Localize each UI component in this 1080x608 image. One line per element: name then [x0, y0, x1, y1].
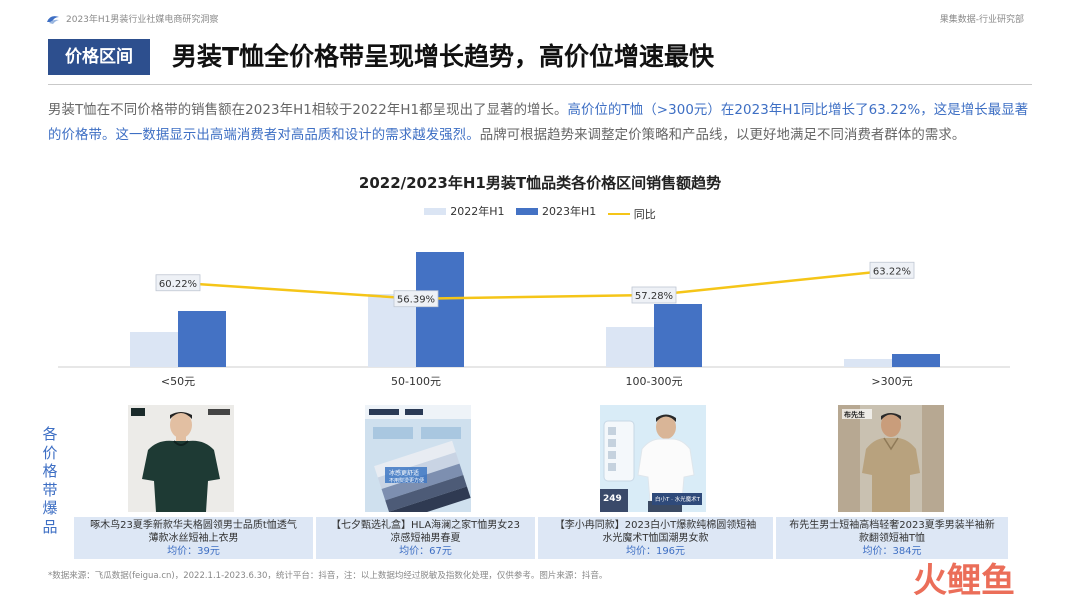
legend-swatch-2023 — [516, 207, 538, 215]
top-bar: 2023年H1男装行业社媒电商研究洞察 果集数据-行业研究部 — [0, 0, 1080, 30]
department-label: 果集数据-行业研究部 — [939, 15, 1024, 25]
legend-label-yoy: 同比 — [633, 207, 656, 221]
chart-legend: 2022年H1 2023年H1 同比 — [0, 203, 1080, 222]
brand-logo-icon — [47, 16, 59, 24]
x-tick-label-1: 50-100元 — [391, 375, 441, 388]
bar-2022-2 — [606, 327, 654, 367]
description-part-1: 男装T恤在不同价格带的销售额在2023年H1相较于2022年H1都呈现出了显著的… — [48, 103, 568, 118]
bar-2023-0 — [178, 311, 226, 367]
product-price: 均价：39元 — [167, 546, 220, 557]
yoy-label-box-2 — [631, 286, 677, 304]
yoy-data-label-2: 57.28% — [635, 291, 673, 302]
watermark-text: 火鲤鱼 — [913, 561, 1015, 600]
yoy-label-box-3 — [869, 261, 915, 279]
product-image-3: 249 白小T · 水光魔术T — [600, 405, 706, 512]
product-image-1 — [128, 405, 234, 512]
product-image-2: 冰感更舒适 不用熨烫更方便 — [365, 405, 471, 512]
product-image-4-text: 布先生 — [844, 410, 865, 419]
product-image-2-text: 冰感更舒适 — [389, 469, 419, 477]
product-name: 【七夕甄选礼盒】HLA海澜之家T恤男女23凉感短袖男春夏 — [331, 520, 520, 544]
x-tick-label-0: <50元 — [161, 375, 195, 388]
yoy-label-box-1 — [393, 290, 439, 308]
product-name: 啄木鸟23夏季新款华夫格圆领男士品质t恤透气薄款冰丝短袖上衣男 — [90, 520, 297, 544]
bar-2023-2 — [654, 304, 702, 367]
product-image-3-price: 249 — [603, 494, 622, 504]
x-tick-label-3: >300元 — [871, 375, 912, 388]
bar-2023-1 — [416, 252, 464, 367]
product-name: 【李小冉同款】2023白小T爆款纯棉圆领短袖水光魔术T恤国潮男女款 — [554, 520, 757, 544]
yoy-line — [177, 269, 893, 300]
x-tick-label-2: 100-300元 — [626, 375, 683, 388]
svg-text:不用熨烫更方便: 不用熨烫更方便 — [389, 477, 424, 484]
product-price: 均价：384元 — [862, 546, 922, 557]
products-side-label: 各价格带爆品 — [42, 425, 58, 536]
product-card-4[interactable]: 布先生男士短袖高档轻奢2023夏季男装半袖新款翻领短袖T恤 均价：384元 — [776, 517, 1008, 559]
bar-line-chart: <50元 50-100元 100-300元 >300元 60.22% 56.39% 57.2… — [58, 252, 1010, 388]
product-card-1[interactable]: 啄木鸟23夏季新款华夫格圆领男士品质t恤透气薄款冰丝短袖上衣男 均价：39元 — [74, 517, 313, 559]
product-price: 均价：196元 — [625, 546, 686, 557]
yoy-data-label-3: 63.22% — [873, 266, 911, 277]
chart-title: 2022/2023年H1男装T恤品类各价格区间销售额趋势 — [358, 174, 722, 192]
product-image-4: 布先生 — [838, 405, 944, 512]
page-title: 男装T恤全价格带呈现增长趋势，高价位增速最快 — [172, 42, 715, 71]
watermark-logo: 火鲤鱼 — [913, 561, 1015, 600]
product-card-2[interactable]: 【七夕甄选礼盒】HLA海澜之家T恤男女23凉感短袖男春夏 均价：67元 — [316, 517, 535, 559]
yoy-data-label-0: 60.22% — [159, 279, 197, 290]
report-title: 2023年H1男装行业社媒电商研究洞察 — [66, 15, 219, 25]
section-tag: 价格区间 — [48, 39, 150, 75]
legend-label-2023: 2023年H1 — [542, 205, 597, 218]
description-part-3: 品牌可根据趋势来调整定价策略和产品线，以更好地满足不同消费者群体的需求。 — [479, 128, 966, 143]
product-image-3-text: 白小T · 水光魔术T — [655, 495, 701, 503]
description-highlight: 高价位的T恤（>300元）在2023年H1同比增长了63.22%，这是增长最显著… — [48, 103, 1029, 143]
product-price: 均价：67元 — [399, 546, 452, 557]
yoy-label-box-0 — [155, 274, 201, 292]
legend-swatch-yoy — [607, 212, 630, 215]
description-paragraph: 男装T恤在不同价格带的销售额在2023年H1相较于2022年H1都呈现出了显著的… — [48, 98, 1038, 148]
bar-2023-3 — [892, 354, 940, 367]
legend-item-2023: 2023年H1 — [516, 203, 596, 219]
divider — [48, 84, 1032, 85]
bar-2022-3 — [844, 359, 892, 367]
footnote: *数据来源：飞瓜数据(feigua.cn)，2022.1.1-2023.6.30… — [48, 571, 608, 581]
legend-swatch-2022 — [424, 207, 447, 215]
legend-item-2022: 2022年H1 — [424, 203, 505, 219]
bar-2022-0 — [130, 332, 178, 367]
product-name: 布先生男士短袖高档轻奢2023夏季男装半袖新款翻领短袖T恤 — [789, 520, 995, 544]
legend-label-2022: 2022年H1 — [450, 205, 505, 218]
yoy-data-label-1: 56.39% — [397, 295, 435, 306]
legend-item-yoy: 同比 — [607, 206, 656, 222]
product-card-3[interactable]: 【李小冉同款】2023白小T爆款纯棉圆领短袖水光魔术T恤国潮男女款 均价：196… — [538, 517, 773, 559]
